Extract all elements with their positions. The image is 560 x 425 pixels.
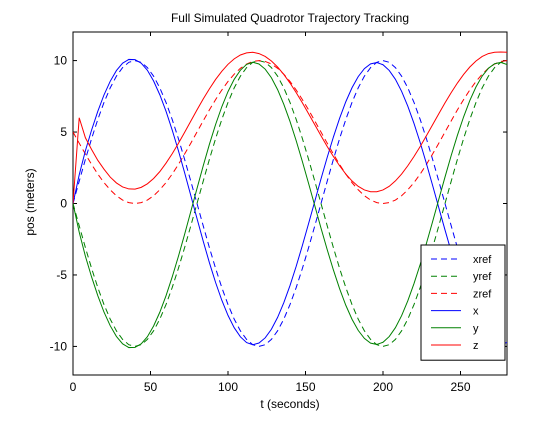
legend-label-y: y <box>473 323 479 335</box>
series-line-yref <box>73 60 507 347</box>
y-tick-label: -5 <box>56 268 67 282</box>
y-tick-label: 5 <box>60 125 67 139</box>
y-tick-label: 10 <box>54 54 68 68</box>
y-tick-label: -10 <box>50 339 68 353</box>
legend-box <box>420 244 506 361</box>
x-tick-label: 50 <box>144 380 158 394</box>
legend-label-z: z <box>473 340 479 352</box>
series-line-y <box>73 61 507 349</box>
chart-title: Full Simulated Quadrotor Trajectory Trac… <box>171 11 409 25</box>
x-tick-label: 150 <box>295 380 315 394</box>
y-tick-label: 0 <box>60 197 67 211</box>
series-line-z <box>73 51 507 204</box>
legend-label-xref: xref <box>473 254 492 266</box>
legend-label-yref: yref <box>473 271 492 283</box>
x-tick-label: 250 <box>450 380 470 394</box>
x-tick-label: 100 <box>218 380 238 394</box>
series-line-xref <box>73 60 507 347</box>
x-tick-label: 0 <box>70 380 77 394</box>
legend-label-zref: zref <box>473 288 492 300</box>
x-tick-label: 200 <box>373 380 393 394</box>
x-axis-label: t (seconds) <box>260 397 319 411</box>
legend: xref yref zref xyz <box>420 244 506 361</box>
series-line-x <box>73 58 507 346</box>
series-line-zref <box>73 60 507 205</box>
legend-label-x: x <box>473 306 479 318</box>
plot-area: 0 50 100 150 200 250 -10 -5 0 5 10 <box>50 31 508 394</box>
y-axis-label: pos (meters) <box>23 168 37 235</box>
